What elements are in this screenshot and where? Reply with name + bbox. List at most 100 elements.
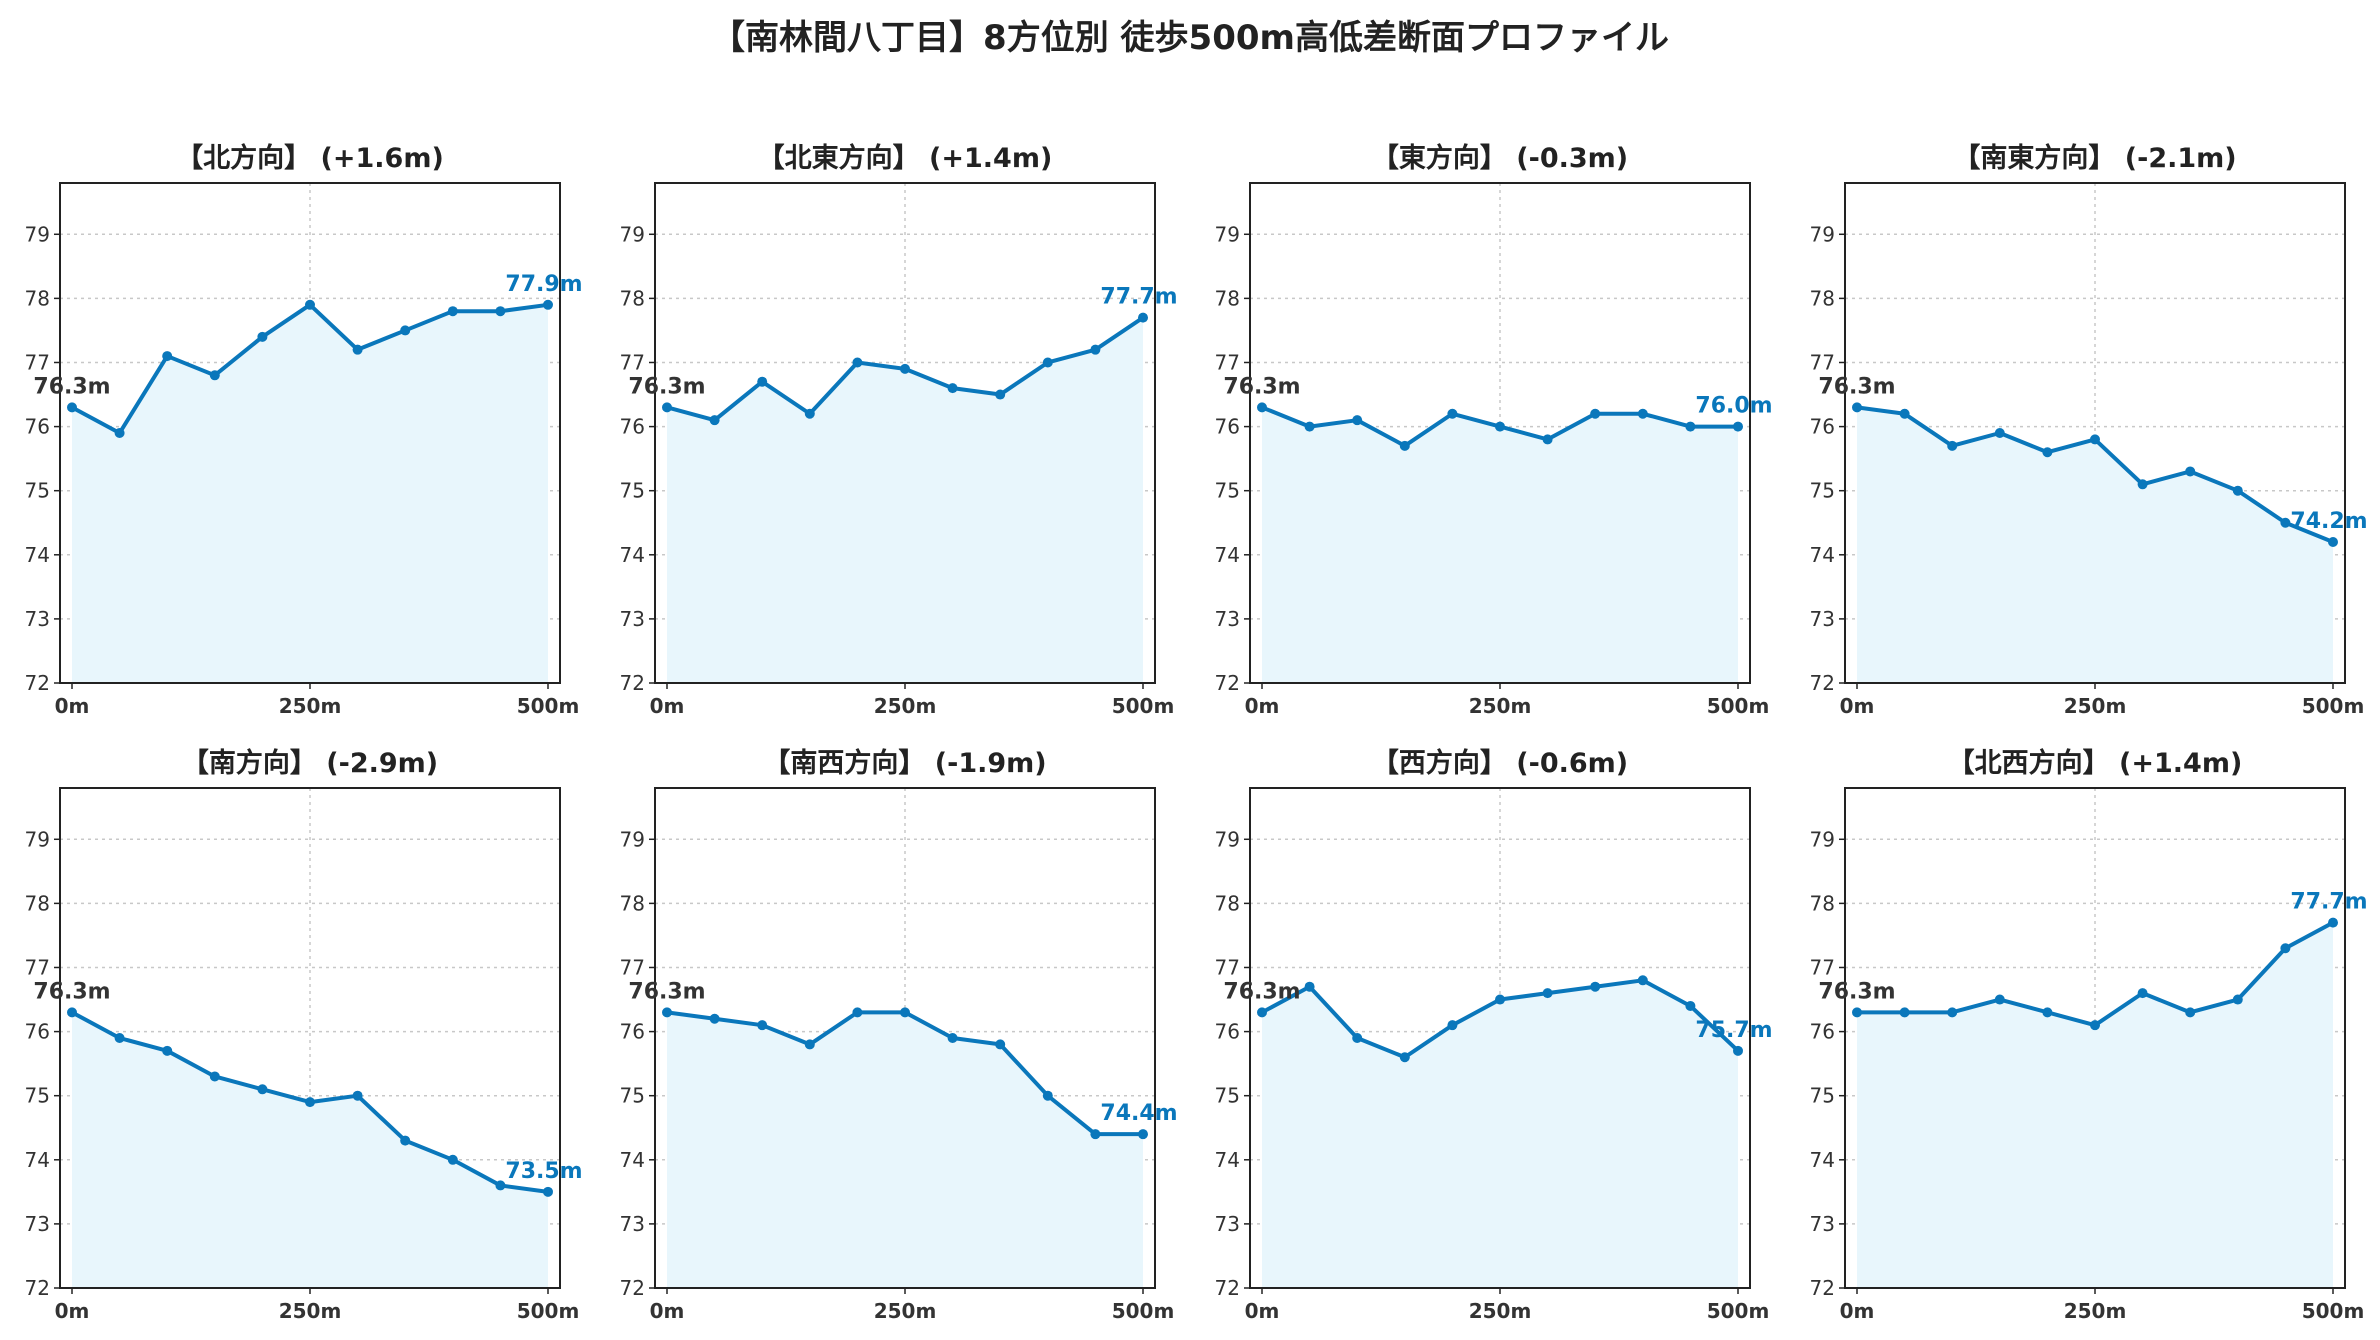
data-point [1042, 357, 1053, 368]
data-point [447, 306, 458, 317]
y-tick-label: 77 [1810, 955, 1835, 979]
data-point [1994, 428, 2005, 438]
data-point [1090, 344, 1101, 355]
data-point [1304, 421, 1315, 432]
y-tick-label: 78 [1215, 891, 1240, 915]
y-tick-label: 76 [1810, 415, 1835, 439]
data-point [162, 351, 173, 362]
y-tick-label: 78 [620, 891, 645, 915]
end-value-label: 74.4m [1100, 1101, 1177, 1126]
data-point [1304, 981, 1315, 992]
y-tick-label: 78 [1215, 286, 1240, 310]
data-point [1257, 402, 1267, 413]
data-point [2137, 479, 2148, 490]
x-tick-label: 250m [2064, 1299, 2127, 1323]
data-point [1447, 1020, 1458, 1031]
data-point [757, 1020, 768, 1031]
subplot-title: 【東方向】 (-0.3m) [1372, 142, 1628, 174]
y-tick-label: 76 [620, 415, 645, 439]
x-tick-label: 500m [517, 694, 580, 718]
subplot-7: 【西方向】 (-0.6m) 72 73 74 75 76 77 78 79 0m 250m 500m 7… [1215, 747, 1773, 1323]
y-tick-label: 73 [1810, 607, 1835, 631]
data-point [209, 370, 220, 381]
subplot-8: 【北西方向】 (+1.4m) 72 73 74 75 76 77 78 79 0m 250m 500m… [1810, 747, 2368, 1323]
y-tick-label: 79 [25, 222, 50, 246]
start-value-label: 76.3m [1223, 979, 1300, 1004]
y-tick-label: 79 [1810, 827, 1835, 851]
x-tick-label: 250m [874, 694, 937, 718]
x-tick-label: 500m [1707, 1299, 1770, 1323]
end-value-label: 74.2m [2290, 509, 2367, 534]
data-point [757, 376, 768, 387]
y-tick-label: 76 [25, 1020, 50, 1044]
x-tick-label: 500m [1112, 1299, 1175, 1323]
data-point [1138, 312, 1148, 323]
subplot-title: 【西方向】 (-0.6m) [1372, 747, 1628, 779]
y-tick-label: 79 [1810, 222, 1835, 246]
data-point [543, 1186, 553, 1197]
data-point [2280, 943, 2291, 954]
y-tick-label: 72 [25, 1276, 50, 1300]
y-tick-label: 77 [1215, 955, 1240, 979]
x-tick-label: 500m [1707, 694, 1770, 718]
y-tick-label: 78 [620, 286, 645, 310]
data-point [1947, 1007, 1958, 1018]
end-value-label: 75.7m [1695, 1018, 1772, 1043]
data-point [1399, 1052, 1410, 1063]
y-tick-label: 79 [620, 827, 645, 851]
y-tick-label: 74 [1215, 543, 1240, 567]
data-point [1042, 1090, 1053, 1101]
x-tick-label: 0m [650, 694, 685, 718]
y-tick-label: 75 [1810, 1084, 1835, 1108]
y-tick-label: 77 [620, 350, 645, 374]
data-point [1899, 1007, 1910, 1018]
x-tick-label: 500m [2302, 1299, 2365, 1323]
data-point [495, 306, 506, 317]
y-tick-label: 75 [620, 479, 645, 503]
data-point [447, 1154, 458, 1165]
x-tick-label: 0m [55, 694, 90, 718]
y-tick-label: 76 [620, 1020, 645, 1044]
start-value-label: 76.3m [628, 979, 705, 1004]
subplot-3: 【東方向】 (-0.3m) 72 73 74 75 76 77 78 79 0m 250m 500m 7… [1215, 142, 1773, 718]
x-tick-label: 250m [2064, 694, 2127, 718]
data-point [1138, 1129, 1148, 1140]
y-tick-label: 72 [620, 1276, 645, 1300]
data-point [495, 1180, 506, 1191]
data-point [67, 402, 77, 413]
end-value-label: 77.7m [1100, 285, 1177, 310]
data-point [162, 1045, 173, 1056]
data-point [662, 402, 672, 413]
data-point [257, 331, 268, 342]
data-point [2328, 917, 2338, 928]
data-point [2042, 447, 2053, 458]
data-point [2090, 434, 2100, 445]
subplot-6: 【南西方向】 (-1.9m) 72 73 74 75 76 77 78 79 0m 250m 500m… [620, 747, 1178, 1323]
y-tick-label: 76 [1215, 1020, 1240, 1044]
y-tick-label: 72 [1810, 671, 1835, 695]
data-point [114, 428, 125, 438]
data-point [67, 1007, 77, 1018]
x-tick-label: 500m [2302, 694, 2365, 718]
subplot-2: 【北東方向】 (+1.4m) 72 73 74 75 76 77 78 79 0m 250m 500m… [620, 142, 1178, 718]
y-tick-label: 73 [25, 1212, 50, 1236]
data-point [1352, 415, 1363, 426]
data-point [2232, 485, 2243, 496]
y-tick-label: 75 [1810, 479, 1835, 503]
y-tick-label: 75 [25, 479, 50, 503]
y-tick-label: 78 [1810, 286, 1835, 310]
y-tick-label: 72 [25, 671, 50, 695]
data-point [1542, 434, 1553, 445]
y-tick-label: 79 [1215, 827, 1240, 851]
data-point [1090, 1129, 1101, 1140]
data-point [1399, 440, 1410, 451]
data-point [1495, 994, 1505, 1005]
data-point [114, 1033, 125, 1043]
x-tick-label: 500m [1112, 694, 1175, 718]
y-tick-label: 73 [620, 607, 645, 631]
figure-title: 【南林間八丁目】8方位別 徒歩500m高低差断面プロファイル [711, 18, 1669, 58]
subplot-1: 【北方向】 (+1.6m) 72 73 74 75 76 77 78 79 0m 250m 500m 7… [25, 142, 583, 718]
y-tick-label: 78 [25, 891, 50, 915]
y-tick-label: 74 [620, 543, 645, 567]
